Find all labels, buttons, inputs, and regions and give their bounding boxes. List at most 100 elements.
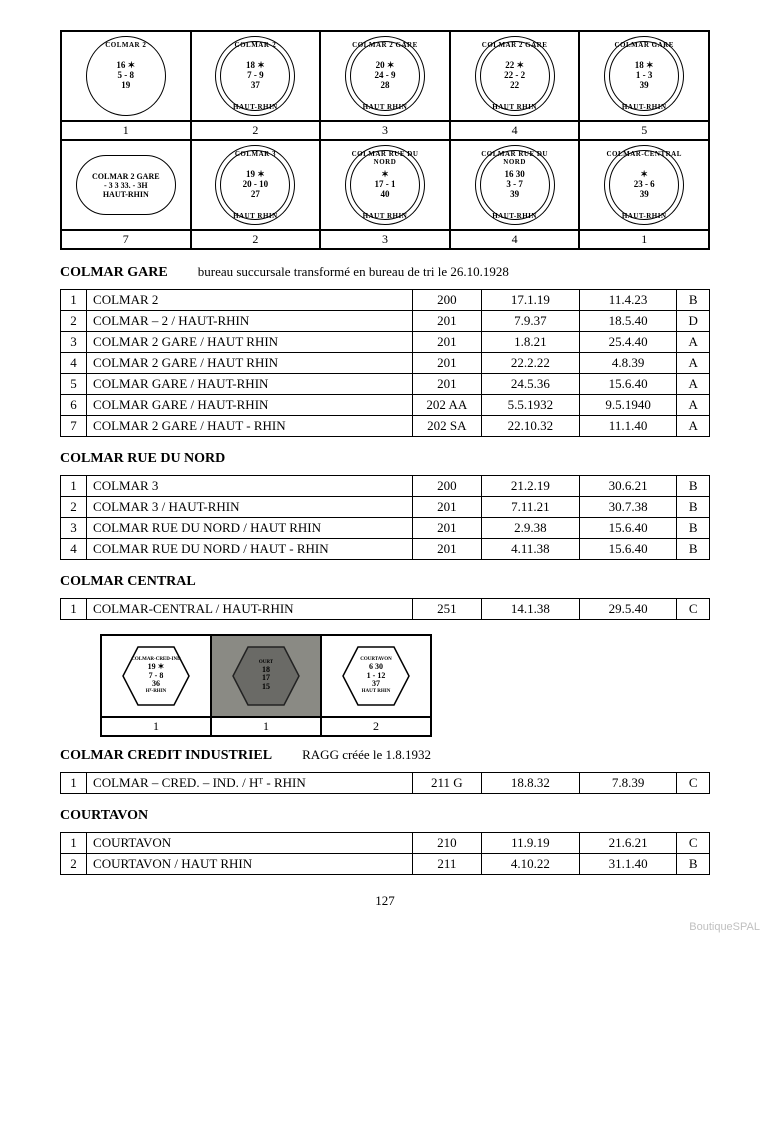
postmark-cell: COLMAR GARE 18 ✶1 - 339 HAUT-RHIN (579, 31, 709, 121)
cell-index: 3 (61, 332, 87, 353)
postmark-bottom-text: HAUT-RHIN (476, 212, 554, 220)
cell-date-start: 4.10.22 (482, 854, 580, 875)
postmark-circle-icon: COLMAR 3 19 ✶20 - 1027 HAUT RHIN (215, 145, 295, 225)
postmark-circle-icon: COLMAR GARE 18 ✶1 - 339 HAUT-RHIN (604, 36, 684, 116)
postmark-top-text: COLMAR 2 GARE (476, 41, 554, 49)
postmark-number: 4 (450, 121, 580, 140)
cell-index: 1 (61, 290, 87, 311)
postmark-circle-icon: COLMAR-CENTRAL ✶23 - 639 HAUT-RHIN (604, 145, 684, 225)
table-row: 1 COLMAR – CRED. – IND. / Hᵀ - RHIN 211 … (61, 773, 710, 794)
hex-center-text: 6 301 - 1237 (367, 663, 386, 689)
section-title-colmar-rue: COLMAR RUE DU NORD (60, 451, 710, 467)
cell-name: COLMAR 3 / HAUT-RHIN (87, 497, 413, 518)
postmark-bottom-text: HAUT-RHIN (605, 212, 683, 220)
postmark-number: 3 (320, 121, 450, 140)
cell-date-end: 25.4.40 (579, 332, 677, 353)
postmark-cell: COLMAR 2 GARE - 3 3 33. - 3H HAUT-RHIN (61, 140, 191, 230)
postmark-center-text: - 3 3 33. - 3H (104, 181, 148, 190)
postmark-cell: COLMAR RUE DU NORD ✶17 - 140 HAUT RHIN (320, 140, 450, 230)
cell-name: COLMAR GARE / HAUT-RHIN (87, 374, 413, 395)
cell-date-start: 5.5.1932 (482, 395, 580, 416)
postmark-top-text: COLMAR 3 (216, 150, 294, 158)
section-heading: COLMAR RUE DU NORD (60, 451, 225, 467)
cell-date-end: 30.6.21 (579, 476, 677, 497)
cell-date-end: 15.6.40 (579, 518, 677, 539)
cell-grade: A (677, 332, 710, 353)
cell-grade: B (677, 476, 710, 497)
cell-date-start: 7.11.21 (482, 497, 580, 518)
postmark-cell: COLMAR-2 18 ✶7 - 937 HAUT-RHIN (191, 31, 321, 121)
cell-grade: A (677, 416, 710, 437)
postmark-circle-icon: COLMAR 2 16 ✶5 - 819 (86, 36, 166, 116)
cell-date-start: 22.10.32 (482, 416, 580, 437)
cell-grade: A (677, 353, 710, 374)
postmark-rect-icon: COLMAR 2 GARE - 3 3 33. - 3H HAUT-RHIN (76, 155, 176, 215)
cell-grade: B (677, 539, 710, 560)
postmark-bottom-text: HAUT RHIN (346, 103, 424, 111)
cell-code: 201 (412, 332, 481, 353)
section-heading: COLMAR GARE (60, 265, 168, 281)
cell-name: COLMAR 2 GARE / HAUT RHIN (87, 353, 413, 374)
hex-postmark-cell: COLMAR-CRED-IND 19 ✶7 - 836 Hᵀ-RHIN (101, 635, 211, 717)
cell-date-end: 18.5.40 (579, 311, 677, 332)
cell-index: 2 (61, 497, 87, 518)
cell-date-start: 18.8.32 (482, 773, 580, 794)
hexagon-postmark-icon: COURTAVON 6 301 - 1237 HAUT RHIN (341, 645, 411, 707)
cell-grade: A (677, 374, 710, 395)
postmark-circle-icon: COLMAR-2 18 ✶7 - 937 HAUT-RHIN (215, 36, 295, 116)
postmark-circle-icon: COLMAR RUE DU NORD ✶17 - 140 HAUT RHIN (345, 145, 425, 225)
cell-name: COLMAR GARE / HAUT-RHIN (87, 395, 413, 416)
cell-code: 200 (412, 476, 481, 497)
postmark-bottom-text: HAUT-RHIN (103, 190, 149, 199)
section-title-colmar-central: COLMAR CENTRAL (60, 574, 710, 590)
postmark-bottom-text: HAUT RHIN (476, 103, 554, 111)
table-row: 5 COLMAR GARE / HAUT-RHIN 201 24.5.36 15… (61, 374, 710, 395)
postmark-bottom-text: HAUT-RHIN (605, 103, 683, 111)
cell-date-start: 17.1.19 (482, 290, 580, 311)
cell-date-start: 1.8.21 (482, 332, 580, 353)
cell-name: COLMAR 2 (87, 290, 413, 311)
cell-grade: C (677, 599, 710, 620)
hex-text: OURT 181715 (231, 645, 301, 707)
hex-bottom-text: HAUT RHIN (362, 689, 391, 695)
postmark-bottom-text: HAUT RHIN (346, 212, 424, 220)
postmark-center-text: ✶23 - 639 (634, 170, 655, 200)
table-row: 2 COLMAR 3 / HAUT-RHIN 201 7.11.21 30.7.… (61, 497, 710, 518)
cell-name: COLMAR – CRED. – IND. / Hᵀ - RHIN (87, 773, 413, 794)
hexagon-postmark-icon: COLMAR-CRED-IND 19 ✶7 - 836 Hᵀ-RHIN (121, 645, 191, 707)
postmark-center-text: 19 ✶20 - 1027 (243, 170, 269, 200)
cell-date-start: 7.9.37 (482, 311, 580, 332)
table-row: 4 COLMAR RUE DU NORD / HAUT - RHIN 201 4… (61, 539, 710, 560)
table-row: 1 COURTAVON 210 11.9.19 21.6.21 C (61, 833, 710, 854)
cell-date-end: 9.5.1940 (579, 395, 677, 416)
cell-code: 210 (412, 833, 481, 854)
cell-index: 1 (61, 599, 87, 620)
section-title-colmar-credit: COLMAR CREDIT INDUSTRIEL RAGG créée le 1… (60, 747, 710, 764)
cell-date-start: 14.1.38 (482, 599, 580, 620)
cell-name: COURTAVON (87, 833, 413, 854)
hex-number: 2 (321, 717, 431, 736)
cell-grade: B (677, 518, 710, 539)
postmark-top-text: COLMAR RUE DU NORD (476, 150, 554, 167)
postmark-circle-icon: COLMAR 2 GARE 20 ✶24 - 928 HAUT RHIN (345, 36, 425, 116)
cell-code: 200 (412, 290, 481, 311)
cell-date-end: 31.1.40 (579, 854, 677, 875)
cell-date-start: 4.11.38 (482, 539, 580, 560)
section-title-courtavon: COURTAVON (60, 808, 710, 824)
postmark-cell: COLMAR 2 16 ✶5 - 819 (61, 31, 191, 121)
postmark-top-text: COLMAR RUE DU NORD (346, 150, 424, 167)
table-colmar-gare: 1 COLMAR 2 200 17.1.19 11.4.23 B 2 COLMA… (60, 289, 710, 437)
hex-center-text: 181715 (262, 666, 270, 692)
watermark: BoutiqueSPAL (689, 921, 760, 933)
cell-code: 201 (412, 518, 481, 539)
postmark-center-text: 16 303 - 739 (504, 170, 524, 200)
postmark-cell: COLMAR-CENTRAL ✶23 - 639 HAUT-RHIN (579, 140, 709, 230)
cell-date-end: 7.8.39 (579, 773, 677, 794)
cell-index: 1 (61, 833, 87, 854)
hex-text: COURTAVON 6 301 - 1237 HAUT RHIN (341, 645, 411, 707)
postmark-center-text: 22 ✶22 - 222 (504, 61, 525, 91)
hex-text: COLMAR-CRED-IND 19 ✶7 - 836 Hᵀ-RHIN (121, 645, 191, 707)
cell-date-end: 21.6.21 (579, 833, 677, 854)
hexagon-postmark-icon: OURT 181715 (231, 645, 301, 707)
cell-code: 201 (412, 311, 481, 332)
